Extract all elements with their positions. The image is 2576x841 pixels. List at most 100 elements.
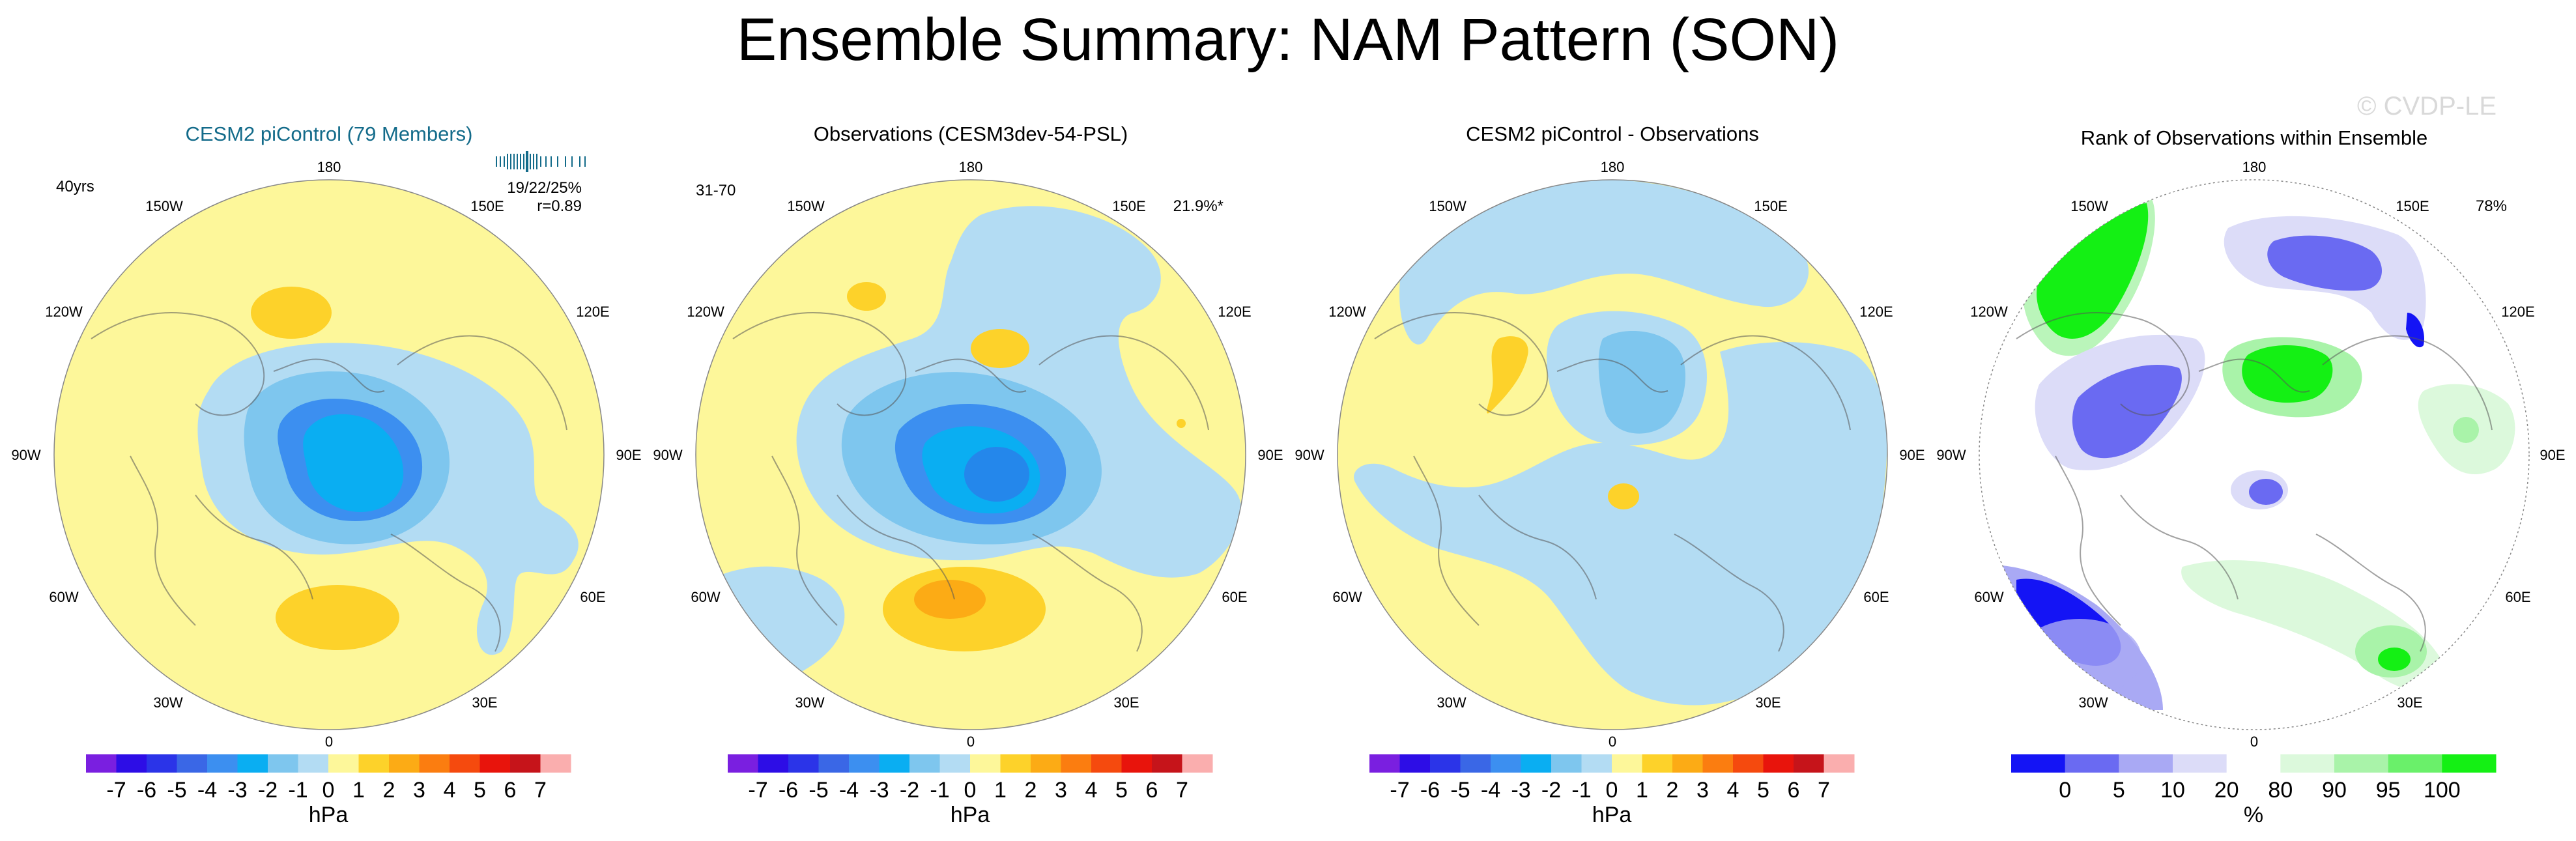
lon-label-upper-left: 150W: [2070, 198, 2108, 214]
colorbar-box: [1763, 754, 1794, 773]
colorbar-box: [2388, 754, 2442, 773]
contour-pacific-high: [251, 287, 332, 339]
lon-label-mid-right: 120E: [1218, 304, 1251, 320]
contour-low-core: [303, 414, 404, 512]
colorbar-tick-label: 5: [474, 778, 486, 803]
lon-label-lower-mid-right: 60E: [580, 589, 605, 605]
colorbar-box: [1612, 754, 1642, 773]
contour-atlantic-high: [276, 585, 399, 650]
colorbar-tick-label: 6: [1146, 778, 1158, 803]
lon-label-lower-mid-left: 60W: [1332, 589, 1362, 605]
colorbar-box: [2173, 754, 2227, 773]
colorbar-box: [510, 754, 541, 773]
rank-summary-stat: 78%: [2476, 197, 2507, 215]
colorbar-box: [1430, 754, 1461, 773]
colorbar-box: [1794, 754, 1824, 773]
colorbar-box: [2065, 754, 2119, 773]
colorbar-tick-label: -2: [1541, 778, 1561, 803]
colorbar-hpa: -7 -6 -5 -4 -3 -2 -1 0 1 2 3 4 5 6 7 hPa: [1369, 754, 1855, 827]
lon-label-lower-mid-right: 60E: [2505, 589, 2530, 605]
colorbar-box: [540, 754, 571, 773]
colorbar-box: [1460, 754, 1491, 773]
colorbar-tick-label: 3: [1055, 778, 1067, 803]
lon-label-mid-right: 120E: [2501, 304, 2534, 320]
pattern-variance-stat: 19/22/25%: [507, 179, 582, 197]
colorbar-tick-label: 2: [1667, 778, 1679, 803]
colorbar-box: [389, 754, 420, 773]
lon-label-bottom: 0: [967, 734, 975, 750]
lon-label-lower-right: 30E: [1755, 694, 1781, 711]
colorbar-box: [818, 754, 850, 773]
lon-label-upper-left: 150W: [145, 198, 183, 214]
colorbar-box: [879, 754, 910, 773]
contour-right-low: [1354, 342, 1887, 706]
coastlines: [2016, 312, 2493, 652]
lon-label-mid-left: 120W: [687, 304, 724, 320]
colorbar-tick-label: 3: [1696, 778, 1709, 803]
lon-label-left: 90W: [1295, 447, 1324, 463]
contour-small-high: [1177, 419, 1186, 428]
colorbar-tick-label: -3: [1511, 778, 1530, 803]
rank-eurasia-low-core: [2072, 365, 2182, 459]
colorbar-box: [1121, 754, 1152, 773]
colorbar-box: [1152, 754, 1182, 773]
colorbar-box: [1000, 754, 1031, 773]
map-field: [696, 180, 1246, 730]
colorbar-box: [2011, 754, 2066, 773]
rank-asia-low-tip: [2406, 313, 2424, 348]
colorbar-tick-label: 0: [1606, 778, 1618, 803]
panel-ensemble-mean: CESM2 piControl (79 Members) 40yrs 19/22…: [11, 122, 641, 827]
colorbar-box: [1369, 754, 1400, 773]
colorbar-box: [1824, 754, 1855, 773]
panel-title: Observations (CESM3dev-54-PSL): [814, 122, 1128, 145]
map-boundary: [53, 179, 605, 730]
colorbar-tick-label: -2: [258, 778, 278, 803]
lon-label-lower-left: 30W: [2078, 694, 2108, 711]
lon-label-lower-mid-right: 60E: [1863, 589, 1889, 605]
colorbar-tick-label: 2: [1025, 778, 1037, 803]
colorbar-tick-label: -3: [869, 778, 889, 803]
colorbar-box: [2442, 754, 2497, 773]
map-boundary: [1337, 179, 1888, 730]
rank-south-high-core: [2378, 648, 2411, 671]
colorbar-box: [116, 754, 147, 773]
colorbar-box: [1031, 754, 1061, 773]
lon-label-mid-right: 120E: [576, 304, 609, 320]
colorbar-tick-label: 100: [2424, 778, 2461, 803]
map-field: [1338, 180, 1887, 730]
lon-label-mid-left: 120W: [1328, 304, 1366, 320]
colorbar-box: [479, 754, 511, 773]
colorbar-tick-label: 5: [1115, 778, 1128, 803]
colorbar-box: [939, 754, 971, 773]
colorbar-box: [2280, 754, 2335, 773]
colorbar-box: [1091, 754, 1122, 773]
colorbar-box: [2226, 754, 2281, 773]
map-field: [54, 180, 604, 730]
colorbar-box: [909, 754, 940, 773]
colorbar-box: [450, 754, 480, 773]
colorbar-tick-label: -1: [288, 778, 308, 803]
colorbar-tick-label: 7: [1176, 778, 1188, 803]
contour-pacific-high: [847, 282, 886, 311]
colorbar-tick-label: 0: [964, 778, 977, 803]
contour-siberian-low: [1598, 331, 1685, 434]
colorbar-tick-label: -5: [1450, 778, 1470, 803]
lon-label-bottom: 0: [2250, 734, 2258, 750]
lon-label-right: 90E: [1257, 447, 1283, 463]
colorbar-tick-label: -7: [106, 778, 126, 803]
panel-left-annotation: 40yrs: [56, 178, 94, 195]
lon-label-lower-mid-left: 60W: [49, 589, 78, 605]
lon-label-upper-right: 150E: [2396, 198, 2429, 214]
colorbar-tick-label: 10: [2160, 778, 2185, 803]
lon-label-top: 180: [959, 159, 983, 175]
colorbar-tick-label: 6: [504, 778, 517, 803]
panel-left-annotation: 31-70: [696, 182, 736, 199]
lon-label-right: 90E: [1899, 447, 1925, 463]
colorbar-tick-label: -5: [167, 778, 186, 803]
contour-central-high: [1608, 483, 1639, 509]
lon-label-upper-right: 150E: [470, 198, 504, 214]
lon-label-upper-left: 150W: [787, 198, 825, 214]
lon-label-lower-left: 30W: [1437, 694, 1466, 711]
colorbar-box: [177, 754, 208, 773]
colorbar-tick-label: -6: [1420, 778, 1440, 803]
